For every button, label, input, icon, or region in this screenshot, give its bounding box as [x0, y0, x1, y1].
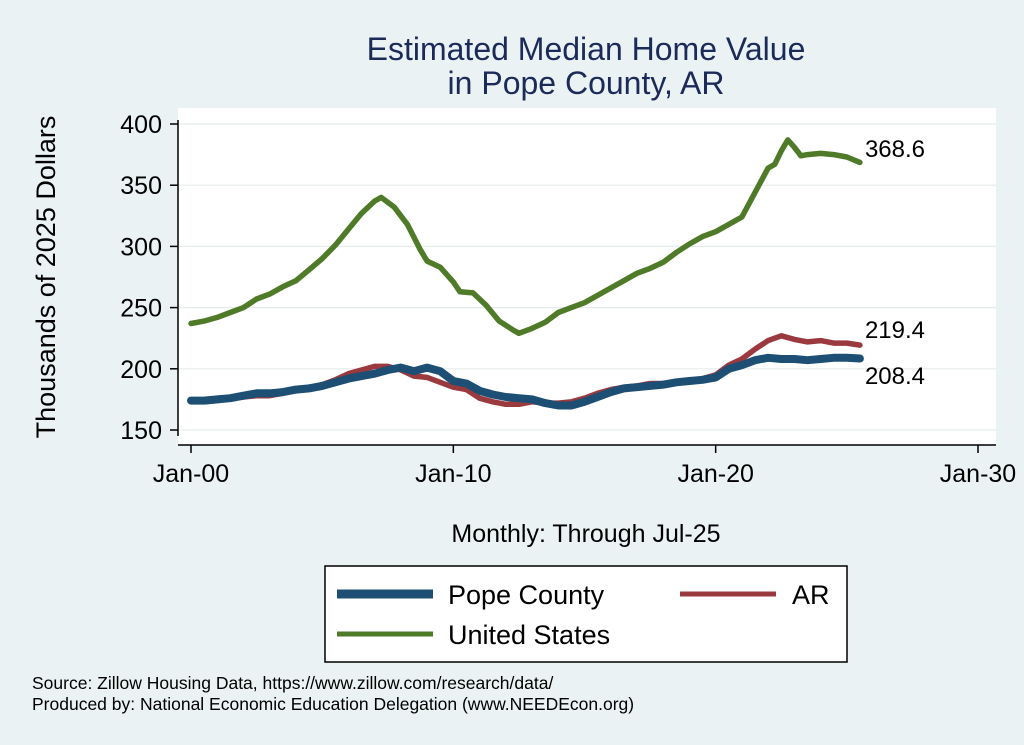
end-label-pope-county: 208.4: [865, 363, 925, 390]
y-tick-label-400: 400: [120, 111, 162, 139]
y-axis: 150 200 250 300 350 400: [120, 111, 179, 445]
end-labels: 368.6 219.4 208.4: [865, 136, 925, 390]
chart-title-line-1: Estimated Median Home Value: [367, 31, 806, 67]
gridlines: [178, 123, 996, 431]
x-tick-label-1: Jan-10: [415, 460, 491, 488]
x-axis-title: Monthly: Through Jul-25: [451, 520, 720, 548]
end-label-united-states: 368.6: [865, 136, 925, 163]
legend-label-ar: AR: [792, 580, 830, 610]
series-line-pope-county: [187, 353, 864, 410]
legend-label-pope-county: Pope County: [448, 580, 605, 610]
series-line-united-states: [188, 137, 863, 337]
y-tick-label-200: 200: [120, 356, 162, 384]
x-tick-label-2: Jan-20: [677, 460, 753, 488]
legend-label-united-states: United States: [448, 620, 610, 650]
x-tick-label-3: Jan-30: [940, 460, 1016, 488]
x-tick-label-0: Jan-00: [153, 460, 229, 488]
y-tick-label-150: 150: [120, 417, 162, 445]
y-tick-label-350: 350: [120, 172, 162, 200]
y-axis-title: Thousands of 2025 Dollars: [31, 116, 61, 439]
producer-note: Produced by: National Economic Education…: [32, 694, 634, 714]
series-layer: [187, 137, 864, 410]
source-note: Source: Zillow Housing Data, https://www…: [32, 673, 553, 693]
y-tick-label-250: 250: [120, 295, 162, 323]
x-axis: Jan-00 Jan-10 Jan-20 Jan-30: [153, 444, 1016, 488]
legend-box: [324, 565, 848, 663]
end-label-ar: 219.4: [865, 317, 925, 344]
legend: Pope County AR United States: [324, 565, 848, 663]
chart-title-line-2: in Pope County, AR: [448, 65, 725, 101]
y-tick-label-300: 300: [120, 233, 162, 261]
